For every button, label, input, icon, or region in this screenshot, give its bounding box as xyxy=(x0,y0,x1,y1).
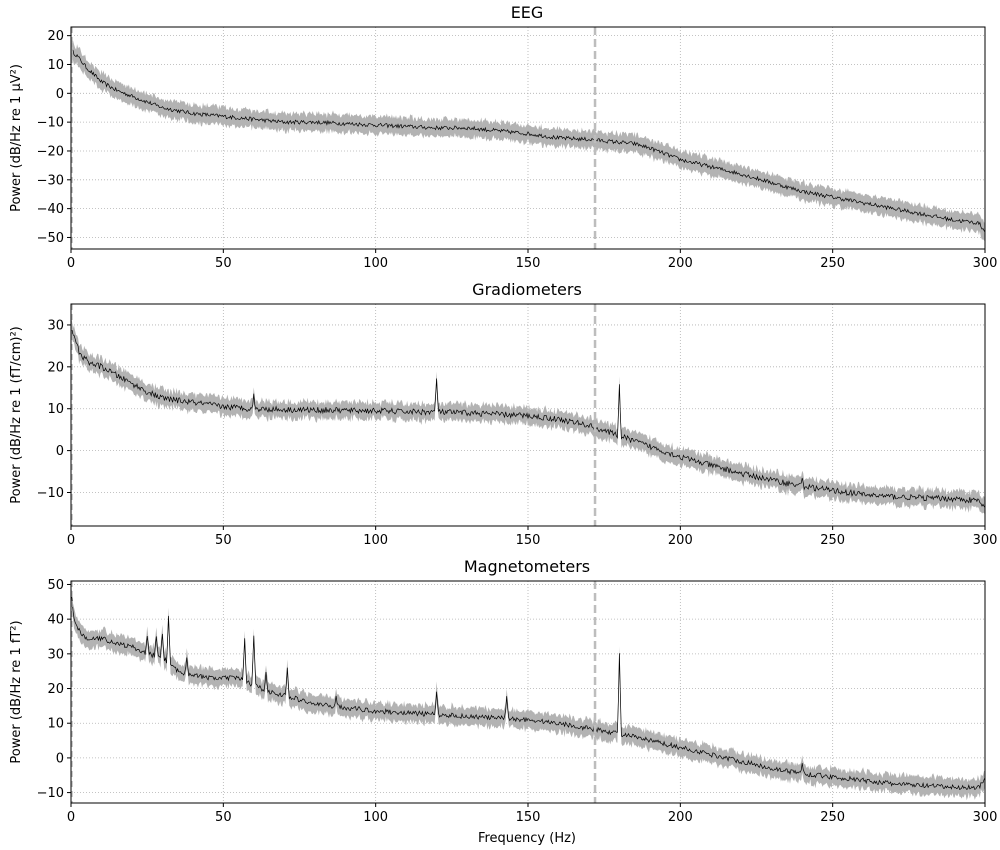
y-axis-title: Power (dB/Hz re 1 μV²) xyxy=(9,64,24,212)
x-tick-label: 0 xyxy=(67,810,75,825)
x-tick-label: 150 xyxy=(516,256,541,271)
panel-title-magnetometers: Magnetometers xyxy=(464,557,590,576)
x-tick-label: 200 xyxy=(668,810,693,825)
y-tick-label: 20 xyxy=(47,29,64,44)
x-tick-label: 50 xyxy=(215,810,232,825)
y-tick-label: 30 xyxy=(47,647,64,662)
plot-area xyxy=(71,317,985,516)
x-tick-label: 250 xyxy=(820,533,845,548)
y-tick-label: 50 xyxy=(47,578,64,593)
series-line xyxy=(71,49,985,233)
y-tick-label: −40 xyxy=(37,202,64,217)
x-tick-label: 150 xyxy=(516,533,541,548)
y-tick-label: −10 xyxy=(37,786,64,801)
y-tick-label: 10 xyxy=(47,717,64,732)
x-tick-label: 0 xyxy=(67,533,75,548)
panel-0-content: 0 50 100 150 200 250 300 −50 −40 −30 −20 −10 0 10 20 Po… xyxy=(9,26,998,271)
x-tick-label: 50 xyxy=(215,256,232,271)
panel-eeg: EEG 0 50 100 150 200 250 300 −50 −40 −30 −20 −10 0 10… xyxy=(9,3,997,271)
y-tick-label: −30 xyxy=(37,173,64,188)
x-tick-label: 100 xyxy=(363,533,388,548)
y-tick-label: 0 xyxy=(56,751,64,766)
y-axis-title: Power (dB/Hz re 1 (fT/cm)²) xyxy=(9,326,24,504)
x-tick-label: 50 xyxy=(215,533,232,548)
x-axis-title: Frequency (Hz) xyxy=(478,831,576,846)
plot-area xyxy=(71,40,985,242)
series-line xyxy=(71,593,985,791)
x-tick-label: 0 xyxy=(67,256,75,271)
y-tick-label: 0 xyxy=(56,444,64,459)
panel-gradiometers: Gradiometers 0 50 100 150 200 250 300 −10 0 10 20 3… xyxy=(9,280,997,548)
plot-area xyxy=(71,586,985,801)
x-tick-label: 200 xyxy=(668,256,693,271)
y-tick-label: 30 xyxy=(47,318,64,333)
y-tick-label: −10 xyxy=(37,486,64,501)
y-tick-label: 10 xyxy=(47,402,64,417)
y-tick-label: 40 xyxy=(47,613,64,628)
y-axis-title: Power (dB/Hz re 1 fT²) xyxy=(9,620,24,763)
x-tick-label: 300 xyxy=(973,810,998,825)
y-tick-label: 20 xyxy=(47,360,64,375)
x-tick-label: 200 xyxy=(668,533,693,548)
panel-title-eeg: EEG xyxy=(511,3,544,22)
panel-magnetometers: Magnetometers 0 50 100 150 200 250 300−1001020… xyxy=(9,557,997,825)
grid-lines xyxy=(70,581,986,803)
x-tick-label: 150 xyxy=(516,810,541,825)
series-line xyxy=(71,327,985,508)
x-tick-label: 250 xyxy=(820,810,845,825)
y-tick-label: 10 xyxy=(47,58,64,73)
y-tick-label: 0 xyxy=(56,87,64,102)
x-tick-label: 300 xyxy=(973,533,998,548)
panel-1-content: 0 50 100 150 200 250 300 −10 0 10 20 30 Power (dB/Hz… xyxy=(9,303,998,548)
y-tick-label: −50 xyxy=(37,231,64,246)
x-tick-label: 100 xyxy=(363,810,388,825)
x-tick-label: 100 xyxy=(363,256,388,271)
panel-title-gradiometers: Gradiometers xyxy=(472,280,582,299)
x-tick-label: 250 xyxy=(820,256,845,271)
y-tick-label: −10 xyxy=(37,116,64,131)
y-tick-label: −20 xyxy=(37,144,64,159)
y-tick-label: 20 xyxy=(47,682,64,697)
series-band xyxy=(71,586,985,801)
x-tick-label: 300 xyxy=(973,256,998,271)
